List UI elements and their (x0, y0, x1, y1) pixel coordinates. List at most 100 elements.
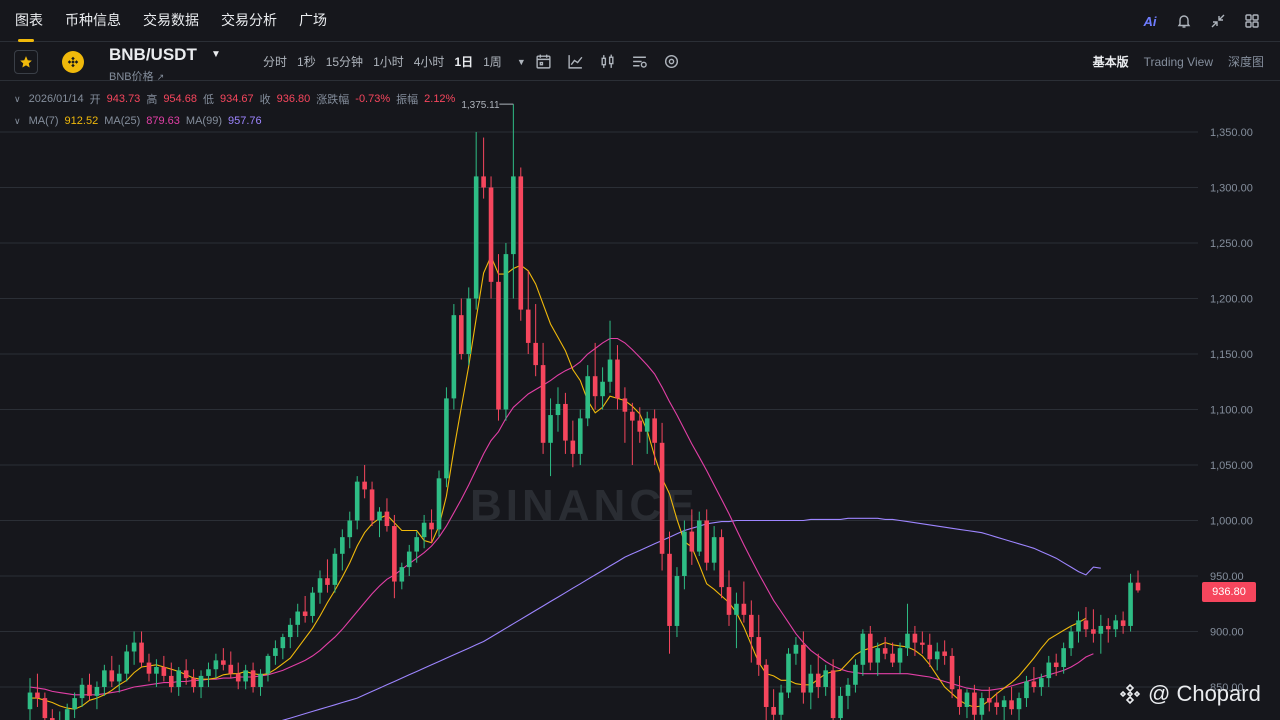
candle-body (280, 637, 286, 649)
candle-body (1076, 620, 1081, 632)
candle-body (1024, 681, 1029, 699)
ma25-label: MA(25) (104, 115, 141, 127)
trading-pair-title[interactable]: BNB/USDT (109, 45, 197, 64)
candle-body (652, 418, 657, 443)
drawing-icon[interactable] (631, 53, 648, 70)
candle-body (548, 415, 553, 443)
candle-body (1031, 681, 1037, 687)
pair-subtitle[interactable]: BNB价格 ↗ (109, 68, 164, 84)
candle-body (1113, 620, 1118, 630)
legend-collapse-icon[interactable]: ∨ (14, 93, 21, 104)
candle-body (503, 254, 509, 410)
candle-body (511, 176, 516, 255)
candle-body (1046, 662, 1052, 679)
interval-15m[interactable]: 15分钟 (325, 55, 364, 69)
candle-body (273, 648, 278, 656)
candle-body (555, 403, 561, 416)
interval-more-dropdown-icon[interactable]: ▼ (516, 56, 526, 67)
top-icon-group: Ai (1140, 0, 1262, 42)
indicator-icon[interactable] (567, 53, 584, 70)
interval-time-sharing[interactable]: 分时 (263, 55, 288, 69)
chart-tools (535, 42, 680, 81)
y-tick-label: 1,350.00 (1210, 127, 1253, 139)
candle-body (622, 398, 628, 412)
view-basic[interactable]: 基本版 (1092, 55, 1129, 69)
binance-watermark: BINANCE (470, 481, 699, 530)
candle-body (726, 587, 732, 615)
favorite-star-button[interactable] (14, 50, 38, 74)
open-value: 943.73 (106, 93, 141, 105)
candle-type-icon[interactable] (599, 53, 616, 70)
tab-trading-data[interactable]: 交易数据 (143, 12, 199, 28)
collapse-icon[interactable] (1208, 11, 1228, 31)
candle-body (466, 298, 472, 354)
top-tabs: 图表 币种信息 交易数据 交易分析 广场 (0, 0, 338, 42)
candle-body (1128, 582, 1133, 626)
interval-1s[interactable]: 1秒 (297, 55, 316, 69)
candle-body (1009, 700, 1014, 710)
ai-icon[interactable]: Ai (1140, 11, 1160, 31)
calendar-icon[interactable] (535, 53, 552, 70)
interval-4h[interactable]: 4小时 (413, 55, 445, 69)
binance-logo-icon (1119, 683, 1141, 705)
symbol-toolbar: BNB/USDT ▼ BNB价格 ↗ 分时 1秒 15分钟 1小时 4小时 1日… (0, 42, 1280, 84)
close-value: 936.80 (276, 93, 311, 105)
candle-body (1105, 625, 1111, 630)
tab-chart[interactable]: 图表 (0, 0, 54, 42)
tab-coin-info[interactable]: 币种信息 (65, 12, 121, 28)
candle-body (458, 315, 464, 354)
ma-legend: ∨ MA(7) 912.52 MA(25) 879.63 MA(99) 957.… (14, 115, 262, 127)
candle-body (399, 567, 405, 582)
candle-body (42, 698, 48, 719)
y-tick-label: 1,100.00 (1210, 405, 1253, 417)
tab-square[interactable]: 广场 (299, 12, 327, 28)
candle-body (674, 576, 680, 626)
view-tradingview[interactable]: Trading View (1143, 54, 1213, 69)
candle-body (168, 675, 174, 687)
ma25-line (29, 337, 1094, 696)
candle-body (1091, 629, 1096, 634)
candle-body (377, 511, 382, 521)
ai-label: Ai (1143, 13, 1157, 29)
tab-trading-analysis[interactable]: 交易分析 (221, 12, 277, 28)
ma-collapse-icon[interactable]: ∨ (14, 115, 21, 126)
view-depth-chart[interactable]: 深度图 (1227, 55, 1264, 69)
candle-body (793, 644, 799, 654)
bell-icon[interactable] (1174, 11, 1194, 31)
candle-body (682, 531, 687, 576)
candle-body (340, 537, 345, 554)
interval-1d[interactable]: 1日 (454, 55, 474, 69)
candle-body (533, 342, 538, 366)
pair-subtitle-text: BNB价格 (109, 71, 154, 83)
interval-1w[interactable]: 1周 (483, 55, 502, 69)
candle-body (875, 648, 881, 663)
candle-body (704, 520, 710, 563)
candlestick-chart[interactable]: 1,350.00 1,300.00 1,250.00 1,200.00 1,150.00… (0, 81, 1280, 720)
candle-body (778, 692, 784, 715)
star-icon (20, 56, 32, 68)
candle-body (473, 176, 479, 299)
candle-body (146, 662, 152, 674)
candle-body (1120, 620, 1126, 626)
external-link-icon: ↗ (156, 72, 165, 82)
candle-body (87, 684, 92, 696)
candle-body (689, 531, 695, 552)
candle-body (183, 670, 189, 679)
candle-body (1083, 620, 1089, 630)
candle-body (295, 611, 301, 625)
interval-1h[interactable]: 1小时 (373, 55, 404, 69)
candle-body (741, 603, 747, 615)
candle-body (392, 526, 397, 582)
pair-dropdown-caret-icon[interactable]: ▼ (211, 49, 221, 60)
candle-body (659, 442, 665, 554)
chart-area[interactable]: BINANCE 1,350.00 1,300.00 1,250.00 1,200.00… (0, 81, 1280, 720)
candle-body (845, 684, 851, 696)
y-tick-label: 1,050.00 (1210, 460, 1253, 472)
settings-icon[interactable] (663, 53, 680, 70)
candle-body (1135, 582, 1141, 591)
layout-icon[interactable] (1242, 11, 1262, 31)
candle-body (139, 642, 144, 663)
candle-body (1053, 662, 1059, 668)
top-navigation-bar: 图表 币种信息 交易数据 交易分析 广场 Ai (0, 0, 1280, 42)
candle-body (369, 489, 375, 521)
